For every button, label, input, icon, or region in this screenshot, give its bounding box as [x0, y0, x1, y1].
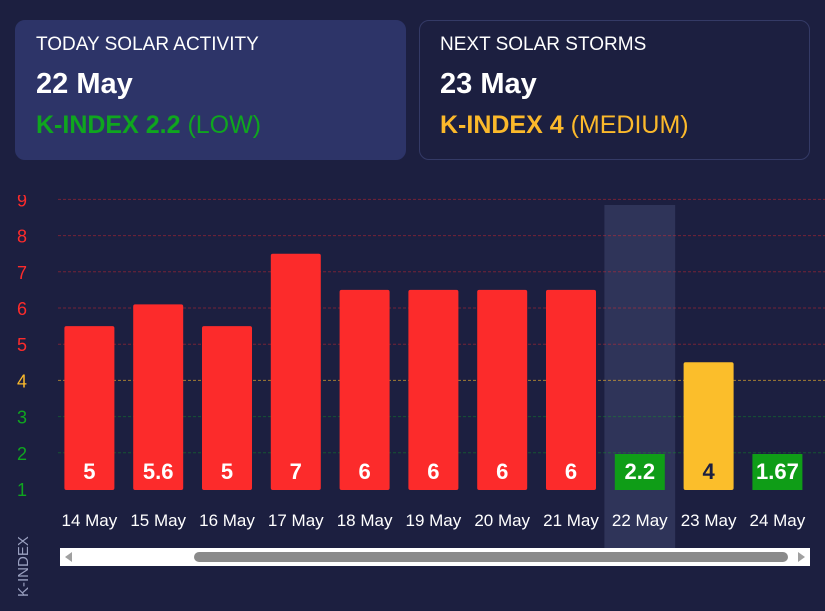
x-tick-label: 19 May [406, 511, 462, 530]
next-card-date: 23 May [440, 68, 537, 100]
next-card-title: NEXT SOLAR STORMS [440, 34, 647, 55]
scrollbar-thumb[interactable] [194, 552, 788, 562]
bar [339, 289, 390, 490]
bar [270, 253, 321, 490]
bar [477, 289, 528, 490]
bar-value-label: 5 [221, 459, 233, 484]
y-tick-label: 2 [17, 444, 27, 464]
bar-value-label: 7 [290, 459, 302, 484]
y-tick-label: 6 [17, 299, 27, 319]
bar [133, 304, 184, 490]
x-tick-label: 18 May [337, 511, 393, 530]
today-card-date: 22 May [36, 68, 133, 100]
y-tick-label: 9 [17, 195, 27, 210]
next-k-index-value: K-INDEX 4 [440, 111, 564, 139]
y-tick-label: 3 [17, 408, 27, 428]
x-tick-label: 15 May [130, 511, 186, 530]
bar-value-label: 6 [565, 459, 577, 484]
x-tick-label: 22 May [612, 511, 668, 530]
x-tick-label: 14 May [62, 511, 118, 530]
chart-horizontal-scrollbar[interactable] [60, 548, 810, 566]
today-k-index-value: K-INDEX 2.2 [36, 111, 181, 139]
bar-value-label: 5 [83, 459, 95, 484]
y-tick-label: 7 [17, 263, 27, 283]
next-storms-card: NEXT SOLAR STORMS 23 May K-INDEX 4 (MEDI… [419, 20, 810, 160]
highlight-column [604, 205, 676, 549]
bar [614, 454, 665, 490]
bar-value-label: 4 [702, 459, 715, 484]
y-tick-label: 8 [17, 227, 27, 247]
scroll-left-arrow-icon[interactable] [65, 552, 72, 562]
bar [683, 362, 734, 490]
today-k-index: K-INDEX 2.2 (LOW) [36, 111, 385, 140]
today-card-title: TODAY SOLAR ACTIVITY [36, 34, 259, 55]
y-tick-label: 5 [17, 335, 27, 355]
y-tick-label: 1 [17, 480, 27, 500]
bar-value-label: 5.6 [143, 459, 174, 484]
x-tick-label: 17 May [268, 511, 324, 530]
bar [752, 454, 803, 490]
bar-value-label: 2.2 [625, 459, 656, 484]
x-tick-label: 24 May [750, 511, 806, 530]
bar-value-label: 1.67 [756, 459, 799, 484]
bar [202, 326, 252, 490]
x-tick-label: 16 May [199, 511, 255, 530]
bar-value-label: 6 [427, 459, 439, 484]
bar-value-label: 6 [496, 459, 508, 484]
bar [546, 289, 596, 490]
bar [64, 326, 115, 490]
next-k-index: K-INDEX 4 (MEDIUM) [440, 111, 789, 140]
k-index-bar-chart: 1 2 3 4 5 6 7 8 9 5 14 May 5.6 15 May 5 16 May 7 17 May 6… [15, 195, 825, 597]
today-k-index-level: (LOW) [187, 111, 262, 139]
bar-value-label: 6 [358, 459, 370, 484]
x-tick-label: 23 May [681, 511, 737, 530]
x-tick-label: 21 May [543, 511, 599, 530]
y-axis-label: K-INDEX [15, 536, 32, 597]
next-k-index-level: (MEDIUM) [570, 111, 689, 139]
scroll-right-arrow-icon[interactable] [798, 552, 805, 562]
x-tick-label: 20 May [474, 511, 530, 530]
y-tick-label: 4 [17, 371, 27, 391]
today-activity-card: TODAY SOLAR ACTIVITY 22 May K-INDEX 2.2 … [15, 20, 406, 160]
bar [408, 289, 459, 490]
